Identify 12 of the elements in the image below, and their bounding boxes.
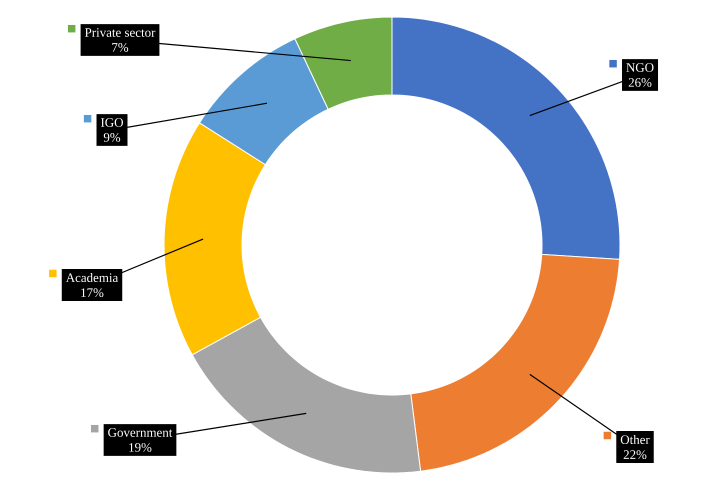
legend-label: Government — [108, 428, 172, 437]
data-label: 22% — [624, 450, 646, 460]
legend-label: Other — [620, 434, 650, 444]
data-label: 7% — [112, 43, 128, 52]
legend-label: NGO — [626, 63, 654, 72]
data-label: 9% — [104, 133, 120, 142]
data-label: 19% — [129, 443, 152, 452]
legend-label: Academia — [66, 272, 118, 282]
data-label: 17% — [81, 288, 104, 298]
legend-label: Private sector — [84, 28, 156, 37]
data-label: 26% — [628, 78, 652, 87]
legend-label: IGO — [100, 118, 123, 127]
